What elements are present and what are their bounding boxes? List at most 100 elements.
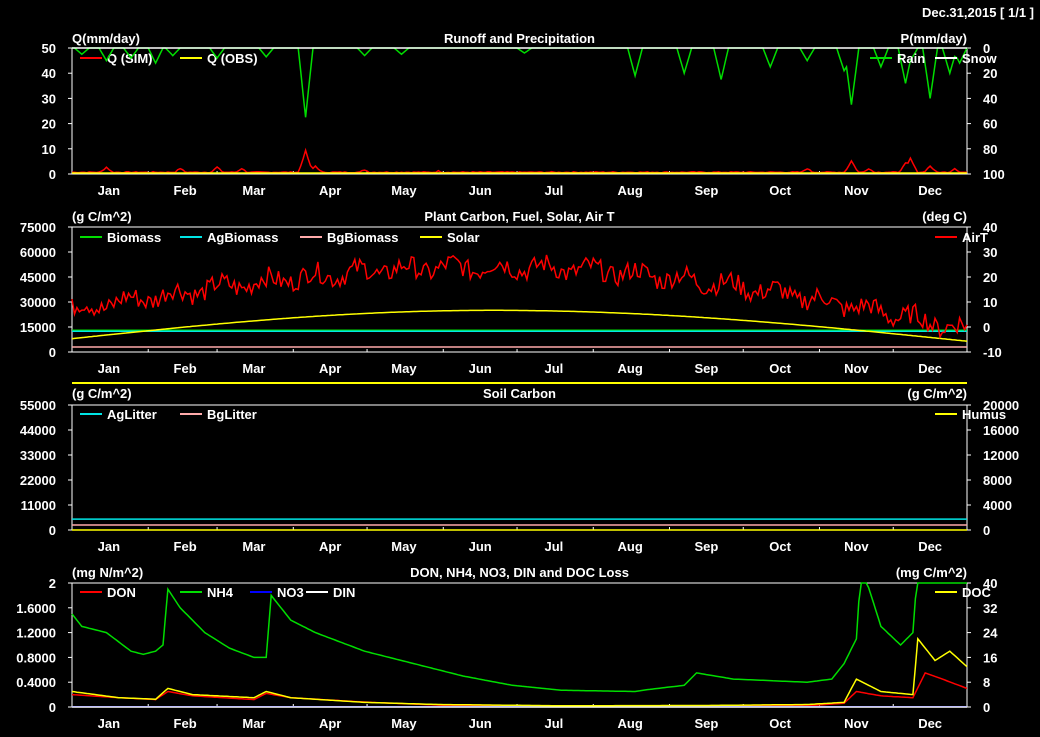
legend-label-bgbiomass: BgBiomass	[327, 230, 399, 245]
y-axis-label-right-3: (g C/m^2)	[907, 386, 967, 401]
month-label-dec: Dec	[918, 183, 942, 198]
month-label-sep: Sep	[694, 716, 718, 731]
chart-title-4: DON, NH4, NO3, DIN and DOC Loss	[410, 565, 629, 580]
y-tick-label-right: 20	[983, 66, 997, 81]
month-label-jun: Jun	[469, 716, 492, 731]
y-tick-label-left: 60000	[20, 245, 56, 260]
y-tick-label-left: 20	[42, 117, 56, 132]
y-tick-label-right: 0	[983, 523, 990, 538]
y-tick-label-right: 8	[983, 675, 990, 690]
legend-label-doc: DOC	[962, 585, 992, 600]
month-label-nov: Nov	[844, 539, 869, 554]
y-axis-label-left-3: (g C/m^2)	[72, 386, 132, 401]
month-label-nov: Nov	[844, 361, 869, 376]
legend-label-q-obs-: Q (OBS)	[207, 51, 258, 66]
y-axis-label-left-1: Q(mm/day)	[72, 31, 140, 46]
month-label-mar: Mar	[242, 183, 265, 198]
month-label-jun: Jun	[469, 539, 492, 554]
legend-label-bglitter: BgLitter	[207, 407, 257, 422]
plot-frame-4	[71, 582, 968, 708]
y-tick-label-left: 15000	[20, 320, 56, 335]
month-label-sep: Sep	[694, 539, 718, 554]
month-label-dec: Dec	[918, 716, 942, 731]
legend-label-humus: Humus	[962, 407, 1006, 422]
y-tick-label-right: 4000	[983, 498, 1012, 513]
y-tick-label-left: 50	[42, 41, 56, 56]
month-label-aug: Aug	[618, 539, 643, 554]
legend-label-no3: NO3	[277, 585, 304, 600]
y-tick-label-left: 45000	[20, 270, 56, 285]
y-tick-label-right: 12000	[983, 448, 1019, 463]
month-label-may: May	[391, 539, 417, 554]
y-axis-label-right-4: (mg C/m^2)	[896, 565, 967, 580]
month-label-jul: Jul	[545, 716, 564, 731]
month-label-apr: Apr	[319, 361, 341, 376]
legend-label-nh4: NH4	[207, 585, 234, 600]
chart-title-1: Runoff and Precipitation	[444, 31, 595, 46]
month-label-may: May	[391, 716, 417, 731]
y-tick-label-left: 22000	[20, 473, 56, 488]
y-tick-label-left: 11000	[21, 498, 56, 513]
y-tick-label-right: 40	[983, 220, 997, 235]
y-tick-label-right: 0	[983, 700, 990, 715]
series-line-doc	[71, 636, 968, 707]
month-label-mar: Mar	[242, 361, 265, 376]
series-line-nh4	[71, 582, 967, 693]
month-label-jun: Jun	[469, 183, 492, 198]
y-tick-label-right: 20000	[983, 398, 1019, 413]
y-tick-label-right: 24	[983, 626, 998, 641]
legend-label-airt: AirT	[962, 230, 988, 245]
y-tick-label-left: 0	[49, 167, 56, 182]
legend-label-aglitter: AgLitter	[107, 407, 157, 422]
month-label-jan: Jan	[98, 716, 120, 731]
month-label-mar: Mar	[242, 716, 265, 731]
month-label-apr: Apr	[319, 539, 341, 554]
legend-label-don: DON	[107, 585, 136, 600]
y-tick-label-right: 20	[983, 270, 997, 285]
legend-label-rain: Rain	[897, 51, 925, 66]
y-tick-label-right: 10	[983, 295, 997, 310]
legend-label-biomass: Biomass	[107, 230, 161, 245]
month-label-jul: Jul	[545, 183, 564, 198]
y-tick-label-right: 16000	[983, 423, 1019, 438]
y-tick-label-left: 2	[49, 576, 56, 591]
y-tick-label-right: 32	[983, 601, 997, 616]
month-label-aug: Aug	[618, 183, 643, 198]
y-tick-label-right: 40	[983, 576, 997, 591]
y-axis-label-right-2: (deg C)	[922, 209, 967, 224]
month-label-feb: Feb	[174, 361, 197, 376]
month-label-jul: Jul	[545, 539, 564, 554]
legend-label-q-sim-: Q (SIM)	[107, 51, 153, 66]
chart-title-3: Soil Carbon	[483, 386, 556, 401]
month-label-may: May	[391, 361, 417, 376]
month-label-feb: Feb	[174, 539, 197, 554]
y-tick-label-right: 0	[983, 320, 990, 335]
plot-frame-1	[71, 47, 968, 175]
month-label-mar: Mar	[242, 539, 265, 554]
month-label-sep: Sep	[694, 361, 718, 376]
y-tick-label-left: 44000	[20, 423, 56, 438]
y-tick-label-left: 75000	[20, 220, 56, 235]
y-tick-label-left: 0	[49, 700, 56, 715]
y-tick-label-right: 100	[983, 167, 1005, 182]
y-tick-label-right: 8000	[983, 473, 1012, 488]
series-line-solar	[71, 309, 968, 342]
y-tick-label-right: 40	[983, 91, 997, 106]
month-label-sep: Sep	[694, 183, 718, 198]
month-label-oct: Oct	[769, 539, 791, 554]
month-label-apr: Apr	[319, 183, 341, 198]
legend-label-din: DIN	[333, 585, 355, 600]
y-tick-label-left: 1.6000	[16, 601, 56, 616]
y-axis-label-left-2: (g C/m^2)	[72, 209, 132, 224]
month-label-nov: Nov	[844, 716, 869, 731]
month-label-jan: Jan	[98, 183, 120, 198]
legend-label-agbiomass: AgBiomass	[207, 230, 279, 245]
y-tick-label-left: 0	[49, 523, 56, 538]
month-label-jan: Jan	[98, 539, 120, 554]
month-label-feb: Feb	[174, 716, 197, 731]
month-label-oct: Oct	[769, 716, 791, 731]
y-tick-label-left: 30	[42, 91, 56, 106]
y-tick-label-left: 55000	[20, 398, 56, 413]
month-label-dec: Dec	[918, 361, 942, 376]
plot-frame-2	[71, 226, 968, 353]
